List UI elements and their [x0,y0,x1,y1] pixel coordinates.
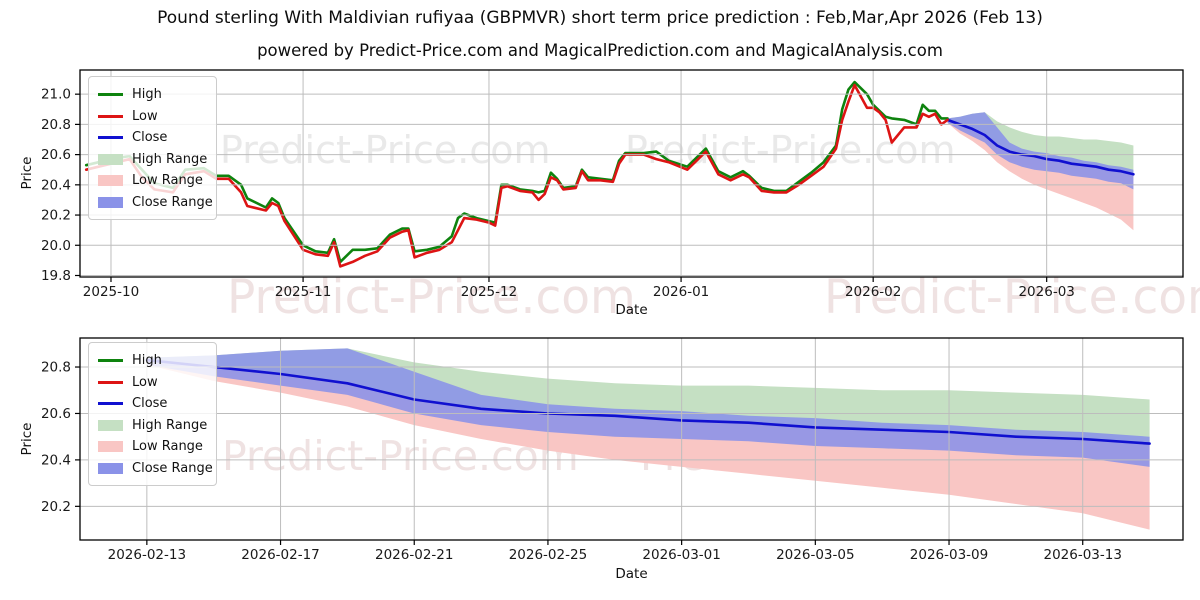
top-xtick-label: 2025-11 [275,284,331,300]
low-line-swatch [98,380,123,384]
high-range-swatch [98,419,123,431]
top-ytick-label: 20.0 [41,238,71,254]
bottom-xtick-label: 2026-03-13 [1043,547,1121,563]
close-range-swatch [98,462,123,474]
bottom-xtick-label: 2026-03-01 [642,547,720,563]
top-legend: High Low Close High Range Low Range Clos… [88,76,217,220]
legend-label-close-range: Close Range [132,194,213,210]
close-line-swatch [98,402,123,406]
top-watermark-text: Predict-Price.com [220,128,551,172]
bottom-plot-border [79,337,1184,541]
close-line-swatch [98,136,123,140]
bottom-x-axis-label: Date [615,566,648,582]
top-xtick-label: 2025-10 [83,284,139,300]
high-line-swatch [98,359,123,363]
bottom-xtick-label: 2026-03-05 [776,547,854,563]
legend-item-low-range: Low Range [98,170,207,192]
legend-label-high-range: High Range [132,151,208,167]
top-xtick-label: 2026-01 [653,284,709,300]
bottom-ytick-label: 20.4 [41,452,71,468]
legend-item-high-range: High Range [98,415,207,437]
history-low-line [84,83,949,268]
bottom-ytick-label: 20.6 [41,406,71,422]
legend-item-high-range: High Range [98,149,207,171]
low-range-swatch [98,175,123,187]
top-ytick-label: 19.8 [41,268,71,284]
axis-watermark-text: Predict-Price.com [227,270,636,325]
top-ytick-label: 20.2 [41,208,71,224]
top-xtick-label: 2026-03 [1018,284,1074,300]
legend-label-high-range: High Range [132,417,208,433]
top-ytick-label: 20.8 [41,117,71,133]
bottom-xtick-label: 2026-02-25 [509,547,587,563]
legend-item-close: Close [98,393,207,415]
legend-item-low: Low [98,106,207,128]
high-range-swatch [98,153,123,165]
bottom-xtick-label: 2026-02-17 [241,547,319,563]
legend-label-close: Close [132,396,168,412]
top-xtick-label: 2025-12 [461,284,517,300]
legend-item-low: Low [98,372,207,394]
high-line-swatch [98,93,123,97]
top-ytick-label: 20.4 [41,177,71,193]
bottom-ytick-label: 20.8 [41,360,71,376]
bottom-xtick-label: 2026-02-21 [375,547,453,563]
top-ytick-label: 21.0 [41,87,71,103]
legend-label-high: High [132,87,162,103]
top-y-axis-label: Price [19,156,35,190]
legend-item-high: High [98,350,207,372]
top-forecast-close-line [946,118,1135,176]
close-range-swatch [98,196,123,208]
legend-label-close: Close [132,130,168,146]
top-clipped: Predict-Price.comPredict-Price.comPredic… [84,80,1200,268]
legend-label-low-range: Low Range [132,439,203,455]
legend-label-low: Low [132,374,158,390]
top-xtick-label: 2026-02 [845,284,901,300]
low-range-swatch [98,441,123,453]
top-close-range-band [947,112,1134,190]
history-high-line [84,80,949,264]
figure-title: Pound sterling With Maldivian rufiyaa (G… [157,8,1043,28]
top-plot: Predict-Price.comPredict-Price.comPredic… [41,69,1200,300]
bottom-ytick-label: 20.2 [41,499,71,515]
legend-item-high: High [98,84,207,106]
low-line-swatch [98,114,123,118]
bottom-y-axis-label: Price [19,422,35,456]
bottom-legend: High Low Close High Range Low Range Clos… [88,342,217,486]
axis-watermark-text: Predict-Price.com [824,270,1200,325]
figure-subtitle: powered by Predict-Price.com and Magical… [257,41,943,60]
legend-item-low-range: Low Range [98,436,207,458]
legend-item-close-range: Close Range [98,458,213,480]
bottom-xtick-label: 2026-03-09 [910,547,988,563]
legend-label-high: High [132,353,162,369]
top-ytick-label: 20.6 [41,147,71,163]
legend-label-close-range: Close Range [132,460,213,476]
bottom-close-range-band [146,348,1150,467]
bottom-xtick-label: 2026-02-13 [108,547,186,563]
legend-item-close: Close [98,127,207,149]
top-watermark-text: Predict-Price.com [1180,128,1200,172]
bottom-forecast-close-line [145,358,1151,445]
legend-label-low: Low [132,108,158,124]
top-plot-border [79,69,1184,278]
legend-item-close-range: Close Range [98,192,213,214]
legend-label-low-range: Low Range [132,173,203,189]
top-x-axis-label: Date [615,302,648,318]
